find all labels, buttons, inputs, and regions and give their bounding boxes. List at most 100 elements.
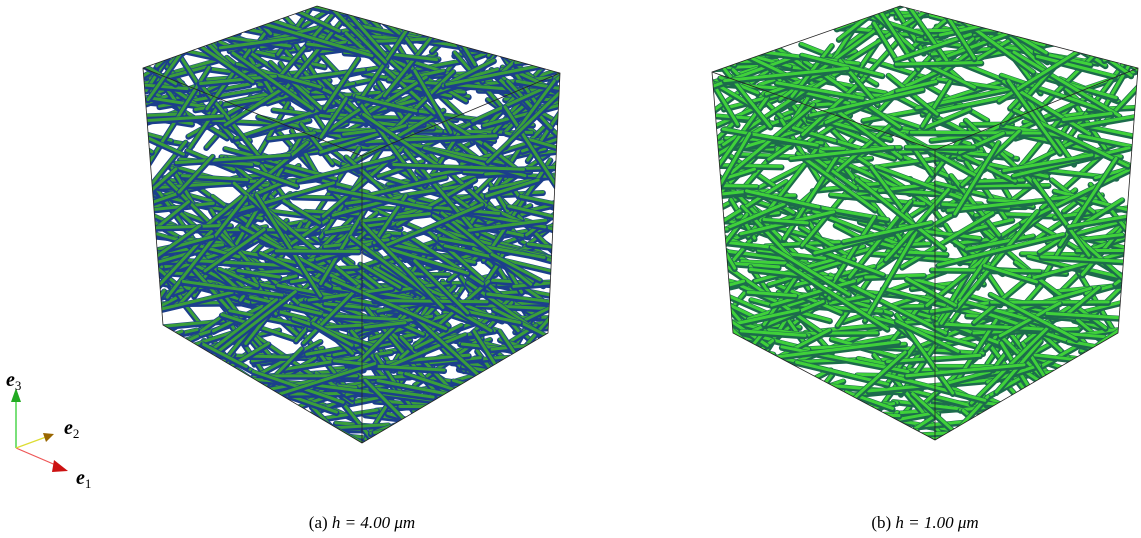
fiber	[103, 317, 169, 402]
fiber	[197, 438, 316, 446]
fiber	[1006, 16, 1095, 35]
fiber	[417, 0, 487, 22]
fiber	[208, 398, 275, 490]
fiber	[685, 400, 775, 403]
fiber	[411, 0, 481, 20]
fiber	[1069, 43, 1140, 47]
fiber	[528, 4, 580, 43]
fiber	[540, 337, 596, 394]
fiber	[311, 439, 377, 456]
fiber	[800, 423, 839, 449]
fiber	[678, 229, 727, 231]
fiber	[109, 126, 152, 151]
fiber	[663, 431, 739, 467]
fiber	[131, 0, 175, 3]
fiber	[480, 0, 517, 38]
fiber	[706, 419, 808, 461]
fiber	[71, 430, 194, 438]
fiber	[532, 390, 583, 399]
fiber	[112, 291, 165, 369]
fiber	[1058, 29, 1107, 47]
fiber	[1064, 420, 1123, 476]
fiber	[529, 443, 621, 451]
fiber	[189, 361, 230, 373]
fiber	[675, 0, 769, 58]
fiber	[213, 400, 265, 418]
fiber	[202, 411, 281, 466]
fiber	[1081, 351, 1131, 354]
fiber	[451, 3, 539, 43]
fiber	[442, 413, 511, 431]
fiber	[697, 331, 765, 412]
fiber	[107, 11, 167, 44]
fiber	[370, 432, 422, 461]
fiber	[963, 411, 1036, 474]
fiber	[522, 421, 583, 438]
fiber	[787, 443, 845, 452]
fiber	[537, 416, 563, 457]
fiber	[799, 396, 839, 405]
fiber	[459, 376, 534, 459]
fiber	[777, 380, 819, 388]
fiber	[763, 435, 853, 454]
fiber	[103, 318, 169, 403]
fiber	[706, 418, 808, 460]
fiber	[134, 326, 175, 351]
fiber	[150, 0, 196, 48]
fiber	[680, 7, 735, 14]
fiber	[454, 24, 490, 44]
fiber	[522, 420, 583, 437]
fiber	[109, 127, 152, 152]
fiber	[436, 409, 481, 451]
fiber	[777, 369, 830, 397]
fiber	[273, 410, 322, 463]
fiber	[151, 348, 207, 387]
fiber	[149, 438, 233, 440]
fiber	[811, 431, 917, 443]
fiber	[116, 235, 162, 268]
fiber	[469, 376, 498, 413]
fiber	[82, 425, 201, 466]
fiber	[526, 0, 556, 28]
fiber	[227, 0, 287, 11]
fiber	[526, 7, 561, 35]
fiber	[435, 434, 544, 456]
fiber	[744, 356, 768, 391]
fiber	[480, 403, 541, 405]
fiber	[1090, 380, 1141, 422]
fiber	[853, 442, 955, 446]
fiber	[481, 385, 600, 409]
fiber	[471, 399, 589, 449]
fiber	[1022, 369, 1117, 433]
fiber	[901, 435, 991, 441]
fiber	[1065, 378, 1114, 459]
fiber	[962, 0, 1052, 18]
fiber	[914, 1, 964, 2]
fiber	[170, 0, 226, 22]
fiber	[537, 415, 563, 456]
fiber	[1048, 399, 1110, 417]
fiber	[766, 392, 862, 467]
fiber	[422, 0, 531, 27]
fiber	[798, 411, 841, 421]
fiber	[1091, 38, 1141, 52]
fiber	[134, 327, 175, 352]
fiber	[645, 352, 755, 406]
fiber	[227, 0, 287, 12]
fiber	[462, 29, 567, 49]
fiber	[1089, 392, 1139, 395]
fiber	[532, 405, 589, 475]
fiber	[468, 0, 512, 18]
fiber	[1040, 404, 1121, 426]
fiber	[514, 24, 610, 56]
fiber	[686, 0, 808, 17]
fiber	[1084, 0, 1136, 37]
fiber	[1050, 358, 1125, 445]
fiber	[138, 331, 182, 346]
fiber	[154, 341, 205, 398]
fiber	[760, 382, 843, 410]
fiber	[213, 424, 325, 464]
fiber	[1070, 357, 1141, 372]
fiber	[1052, 440, 1122, 458]
fiber	[505, 424, 580, 467]
